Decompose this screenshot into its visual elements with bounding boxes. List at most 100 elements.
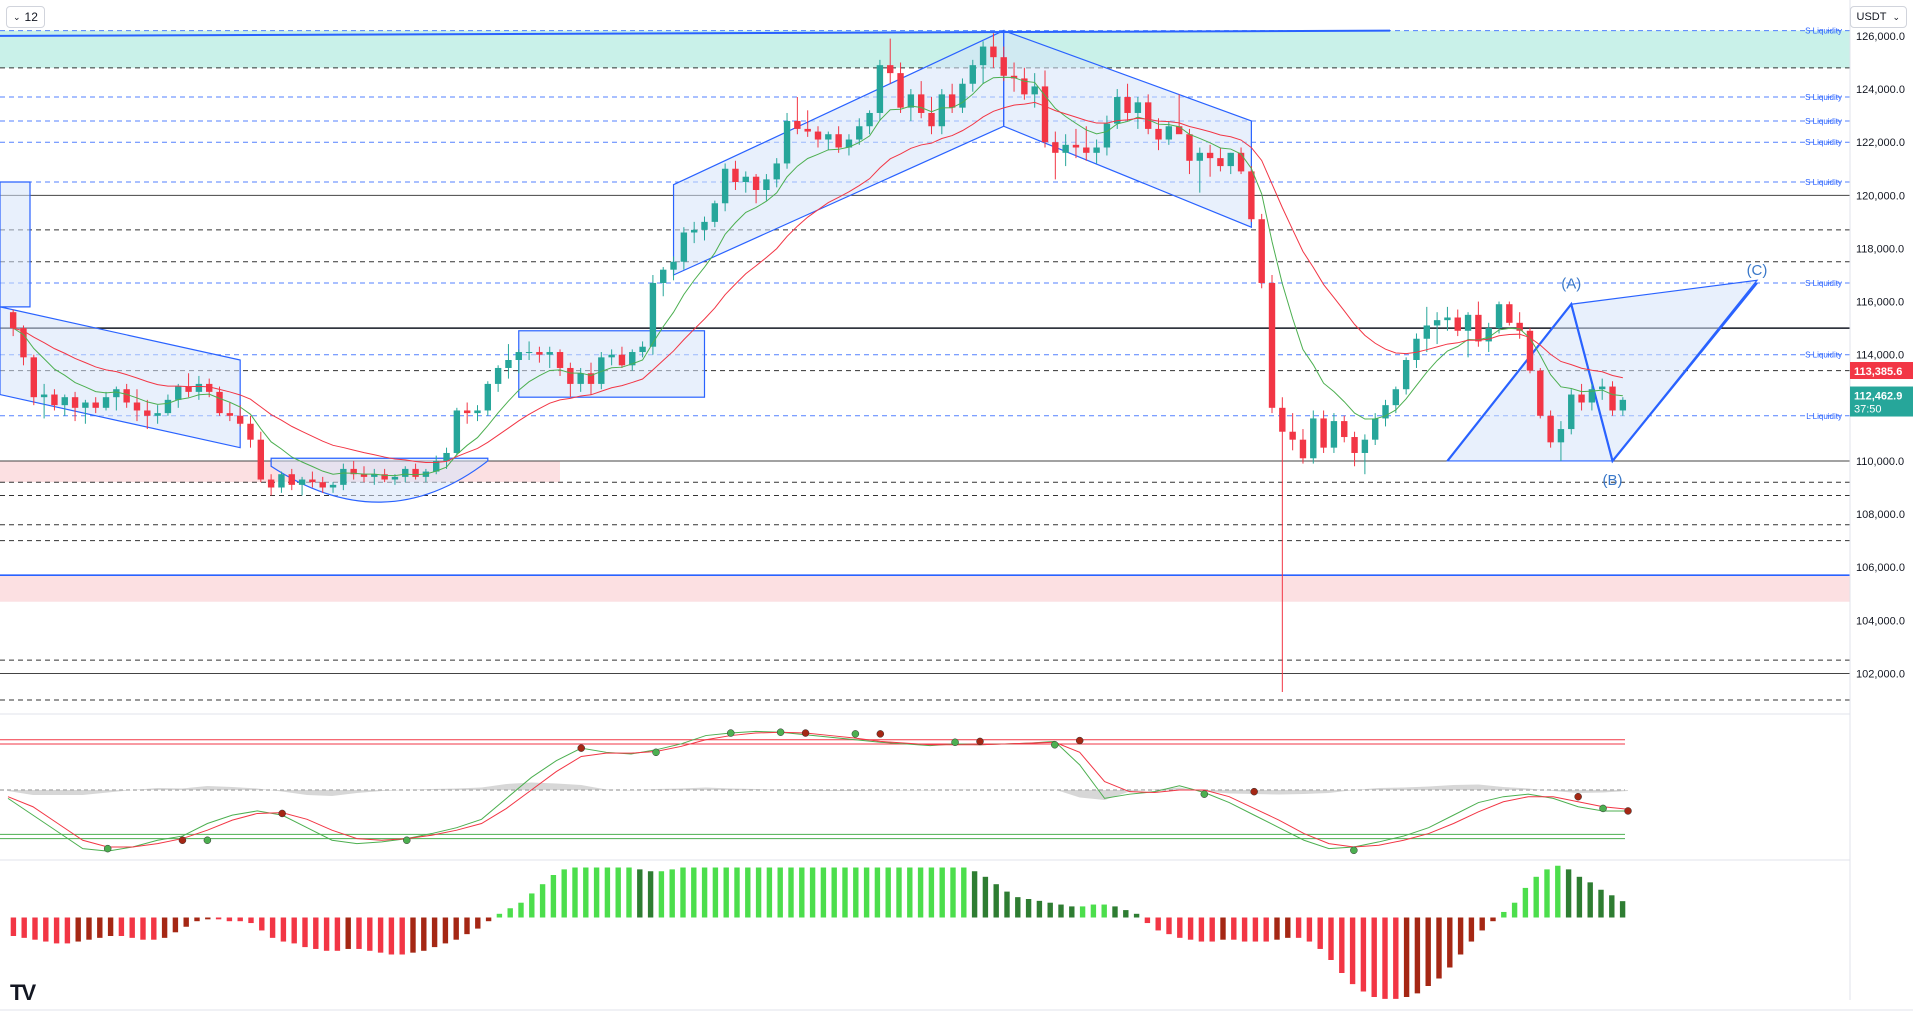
- candle-body: [845, 139, 853, 148]
- timeframe-button[interactable]: ⌄ 12: [6, 6, 45, 28]
- candle-body: [825, 134, 832, 140]
- candle-body: [959, 83, 966, 108]
- cross-dot: [1075, 736, 1084, 745]
- liquidity-label: S Liquidity: [1805, 351, 1842, 360]
- candle-body: [71, 397, 79, 408]
- osc-diff-area: [8, 782, 1628, 801]
- cross-dot: [1250, 787, 1258, 796]
- candle-body: [649, 282, 657, 347]
- candle-body: [329, 484, 337, 488]
- candle-body: [979, 46, 987, 66]
- price-badge: [1850, 386, 1913, 417]
- prior-box: [0, 181, 31, 308]
- candle-body: [1433, 320, 1441, 326]
- price-badge: [1850, 362, 1913, 380]
- cross-dot: [776, 728, 785, 736]
- candle-body: [969, 65, 976, 84]
- candlestick-series: [9, 33, 1627, 693]
- price-tick-label: 126,000.0: [1856, 31, 1905, 43]
- candle-body: [9, 312, 17, 329]
- candle-body: [474, 410, 481, 414]
- candle-body: [515, 352, 522, 360]
- price-tick-label: 110,000.0: [1856, 456, 1904, 468]
- candle-body: [690, 229, 698, 233]
- axis-background: [1850, 0, 1913, 1019]
- candle-body: [433, 460, 440, 472]
- candle-body: [391, 476, 399, 480]
- price-tick-label: 106,000.0: [1856, 562, 1905, 574]
- wave-label: (B): [1603, 472, 1623, 489]
- candle-body: [20, 328, 27, 358]
- candle-body: [835, 134, 842, 148]
- candle-body: [711, 203, 719, 222]
- price-tick-label: 120,000.0: [1856, 190, 1905, 202]
- candle-body: [1155, 128, 1162, 140]
- candle-body: [92, 402, 99, 408]
- falling-channel: [0, 306, 241, 449]
- candle-body: [783, 120, 791, 164]
- candle-body: [804, 128, 811, 132]
- candle-body: [536, 352, 543, 355]
- cross-dot: [103, 844, 112, 853]
- candle-body: [1464, 314, 1472, 331]
- candle-body: [1289, 431, 1296, 440]
- cross-dot: [577, 744, 585, 752]
- candle-body: [309, 479, 316, 483]
- currency-label: USDT: [1856, 11, 1887, 23]
- candle-body: [742, 176, 749, 183]
- candle-body: [773, 163, 780, 180]
- upper-trendline: [0, 29, 1391, 37]
- cross-dot: [1599, 804, 1607, 813]
- candle-body: [206, 383, 213, 392]
- cross-dot: [652, 748, 660, 757]
- cross-dot: [178, 836, 187, 844]
- candle-body: [1588, 389, 1596, 403]
- candle-body: [1103, 123, 1111, 148]
- candle-body: [463, 410, 471, 414]
- candle-body: [1609, 386, 1616, 411]
- candle-body: [402, 468, 409, 477]
- liquidity-label: S Liquidity: [1805, 93, 1842, 102]
- candle-body: [814, 131, 822, 140]
- candle-body: [948, 94, 956, 108]
- candle-body: [1052, 142, 1059, 153]
- liquidity-labels: S Liquidity S Liquidity S Liquidity S Liqui…: [1805, 27, 1842, 421]
- candle-body: [938, 94, 946, 127]
- candle-body: [1361, 439, 1369, 453]
- wave-label: (C): [1747, 262, 1768, 279]
- candle-body: [1021, 78, 1028, 95]
- cross-dot: [876, 730, 885, 738]
- candle-body: [1619, 399, 1627, 411]
- candle-body: [505, 360, 512, 368]
- candle-body: [40, 394, 48, 398]
- price-axis: 102,000.0 104,000.0 106,000.0 108,000.0 110,…: [1849, 0, 1913, 1019]
- candle-body: [680, 232, 688, 262]
- candle-body: [876, 65, 884, 113]
- price-tick-label: 124,000.0: [1856, 84, 1905, 96]
- candle-body: [1475, 314, 1482, 342]
- candle-body: [1557, 429, 1565, 443]
- candle-body: [494, 367, 502, 384]
- cross-dot: [1200, 790, 1209, 798]
- candle-body: [443, 452, 450, 461]
- candle-body: [1392, 389, 1400, 406]
- currency-button[interactable]: USDT ⌄: [1849, 6, 1907, 28]
- candle-body: [1537, 370, 1544, 416]
- candle-body: [123, 389, 130, 403]
- candle-body: [928, 112, 935, 127]
- candle-body: [133, 402, 141, 411]
- candle-body: [278, 474, 285, 488]
- abc-path: [1446, 282, 1758, 464]
- liquidity-label: S Liquidity: [1805, 117, 1842, 126]
- price-tick-label: 122,000.0: [1856, 137, 1905, 149]
- candle-body: [1382, 405, 1389, 419]
- wave-label: (A): [1561, 275, 1581, 292]
- histogram-pane: 2,000.0-2,000.0-4,000.0883.20.0: [0, 859, 1913, 999]
- candle-body: [794, 120, 801, 129]
- price-tick-label: 102,000.0: [1856, 668, 1905, 680]
- candle-body: [1310, 418, 1317, 459]
- chevron-down-icon: ⌄: [1892, 11, 1900, 22]
- price-tick-label: 116,000.0: [1856, 297, 1904, 309]
